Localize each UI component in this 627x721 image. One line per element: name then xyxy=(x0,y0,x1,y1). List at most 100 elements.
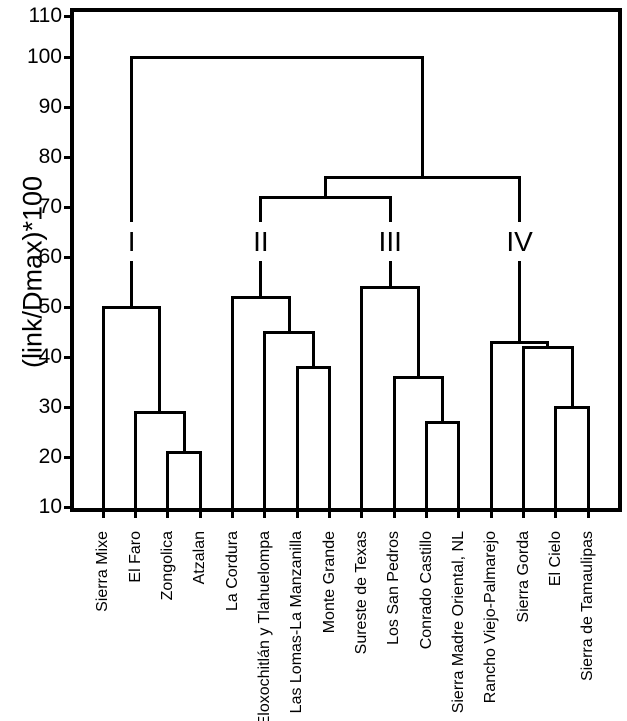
x-tick-label-text: Sierra Madre Oriental, NL xyxy=(449,531,467,714)
dendrogram-link-vertical xyxy=(166,450,170,510)
cluster-label-I: I xyxy=(127,226,136,257)
y-tick-label: 30 xyxy=(38,395,62,418)
dendrogram-link-vertical xyxy=(311,330,315,369)
dendrogram-link-horizontal xyxy=(130,55,425,59)
dendrogram-link-vertical xyxy=(392,375,396,510)
dendrogram-link-horizontal xyxy=(134,410,186,414)
x-tick-mark xyxy=(489,511,493,518)
x-tick-label-text: Rancho Viejo-Palmarejo xyxy=(482,531,500,704)
x-tick-label-text: Atzalan xyxy=(191,531,209,585)
x-tick-label: Sierra de Tamaulipas xyxy=(579,531,627,681)
dendrogram-link-vertical xyxy=(570,345,574,409)
x-tick-label-text: El Faro xyxy=(126,531,144,583)
dendrogram-link-vertical xyxy=(425,420,429,510)
y-tick-label: 20 xyxy=(38,445,62,468)
y-tick-mark xyxy=(64,405,71,409)
plot-frame xyxy=(70,8,622,512)
dendrogram-link-horizontal xyxy=(263,330,315,334)
x-tick-mark xyxy=(263,511,267,518)
dendrogram-link-vertical xyxy=(388,195,392,222)
dendrogram-link-horizontal xyxy=(554,405,590,409)
dendrogram-link-horizontal xyxy=(101,305,162,309)
x-tick-mark xyxy=(425,511,429,518)
y-tick-label: 70 xyxy=(38,195,62,218)
y-tick-mark xyxy=(64,205,71,209)
x-tick-mark xyxy=(198,511,202,518)
dendrogram-link-horizontal xyxy=(166,450,202,454)
dendrogram-link-horizontal xyxy=(295,365,332,369)
x-tick-mark xyxy=(231,511,235,518)
dendrogram-link-horizontal xyxy=(259,195,392,199)
dendrogram-link-vertical xyxy=(546,340,550,349)
x-tick-label-text: Eloxochitlán y Tlahuelompa xyxy=(255,531,273,721)
y-tick-mark xyxy=(64,305,71,309)
y-tick-label: 80 xyxy=(38,145,62,168)
dendrogram-link-vertical xyxy=(360,285,364,510)
dendrogram-link-horizontal xyxy=(360,285,420,289)
dendrogram-link-vertical xyxy=(263,330,267,510)
dendrogram-link-horizontal xyxy=(231,295,291,299)
dendrogram-link-vertical xyxy=(324,175,328,199)
x-tick-mark xyxy=(328,511,332,518)
y-tick-mark xyxy=(64,505,71,509)
dendrogram-link-vertical xyxy=(388,260,392,289)
cluster-label-IV: IV xyxy=(506,226,533,257)
y-tick-mark xyxy=(64,155,71,159)
x-tick-mark xyxy=(360,511,364,518)
y-tick-label: 90 xyxy=(38,95,62,118)
y-tick-mark xyxy=(64,105,71,109)
dendrogram-link-vertical xyxy=(259,260,263,299)
x-tick-label-text: Conrado Castillo xyxy=(417,531,435,650)
x-tick-mark xyxy=(295,511,299,518)
dendrogram-link-vertical xyxy=(518,175,522,222)
x-tick-label-text: Las Lomas-La Manzanilla xyxy=(288,531,306,714)
dendrogram-link-vertical xyxy=(158,305,162,414)
y-tick-label: 40 xyxy=(38,345,62,368)
dendrogram-link-vertical xyxy=(489,340,493,510)
dendrogram-link-vertical xyxy=(231,295,235,510)
y-tick-mark xyxy=(64,455,71,459)
dendrogram-link-horizontal xyxy=(489,340,550,344)
dendrogram-link-vertical xyxy=(259,195,263,222)
dendrogram-link-vertical xyxy=(441,375,445,424)
x-tick-label-text: Sierra de Tamaulipas xyxy=(579,531,597,682)
y-tick-label: 10 xyxy=(38,495,62,518)
cluster-label-III: III xyxy=(378,226,402,257)
dendrogram-link-vertical xyxy=(586,405,590,510)
y-tick-mark xyxy=(64,255,71,259)
y-tick-mark xyxy=(64,355,71,359)
cluster-label-II: II xyxy=(253,226,269,257)
x-tick-label-text: Los San Pedros xyxy=(385,531,403,645)
dendrogram-link-vertical xyxy=(417,285,421,379)
dendrogram-link-vertical xyxy=(130,260,134,309)
dendrogram-link-horizontal xyxy=(425,420,461,424)
dendrogram-link-vertical xyxy=(198,450,202,510)
x-tick-label-text: Sierra Gorda xyxy=(514,531,532,623)
y-tick-mark xyxy=(64,55,71,59)
dendrogram-link-vertical xyxy=(182,410,186,454)
x-tick-mark xyxy=(134,511,138,518)
dendrogram-link-vertical xyxy=(457,420,461,510)
dendrogram-link-vertical xyxy=(522,345,526,510)
x-tick-label-text: La Cordura xyxy=(223,531,241,612)
dendrogram-link-vertical xyxy=(101,305,105,510)
y-tick-label: 100 xyxy=(26,45,62,68)
x-tick-mark xyxy=(554,511,558,518)
x-tick-mark xyxy=(392,511,396,518)
x-tick-label-text: Sierra Mixe xyxy=(94,531,112,612)
x-tick-label-text: El Cielo xyxy=(546,531,564,587)
dendrogram-link-horizontal xyxy=(522,345,574,349)
x-tick-mark xyxy=(457,511,461,518)
x-tick-mark xyxy=(101,511,105,518)
x-tick-label-text: Monte Grande xyxy=(320,531,338,634)
y-tick-label: 60 xyxy=(38,245,62,268)
dendrogram-link-vertical xyxy=(554,405,558,510)
x-tick-mark xyxy=(166,511,170,518)
dendrogram-link-horizontal xyxy=(324,175,522,179)
dendrogram-link-vertical xyxy=(328,365,332,510)
dendrogram-link-vertical xyxy=(130,55,134,222)
y-tick-label: 50 xyxy=(38,295,62,318)
x-tick-mark xyxy=(586,511,590,518)
dendrogram-link-vertical xyxy=(518,260,522,344)
